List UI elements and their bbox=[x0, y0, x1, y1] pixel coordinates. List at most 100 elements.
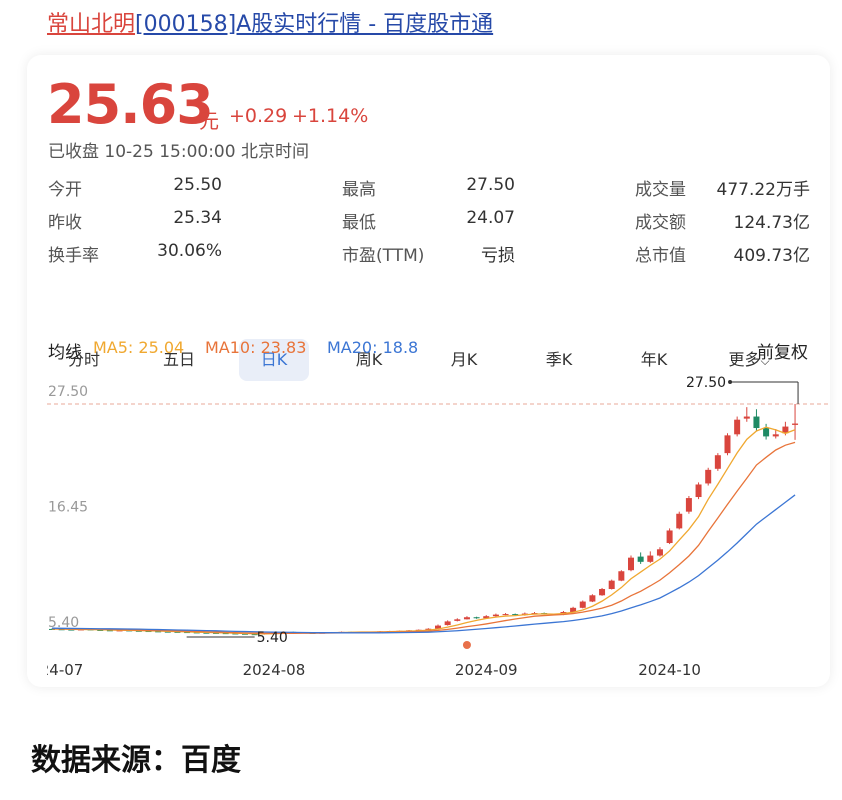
candle-body bbox=[579, 601, 586, 608]
stat-value: 30.06% bbox=[157, 241, 222, 261]
candle-body bbox=[628, 557, 634, 571]
unit: 元 bbox=[199, 109, 219, 133]
candle-body bbox=[676, 513, 683, 529]
event-dot bbox=[462, 641, 471, 649]
status: 已收盘 10-25 15:00:00 北京时间 bbox=[48, 142, 309, 162]
candle-body bbox=[502, 614, 509, 616]
candle-body bbox=[695, 484, 702, 498]
candle-body bbox=[463, 617, 470, 620]
stat-label: 昨收 bbox=[48, 213, 82, 233]
title-link[interactable]: [000158]A股实时行情 - 百度股市通 bbox=[135, 12, 494, 37]
tab[interactable]: 五日 bbox=[162, 350, 195, 369]
candle-body bbox=[251, 634, 258, 636]
tab[interactable]: 日K bbox=[239, 339, 309, 381]
x-tick-label: 2024-08 bbox=[243, 661, 306, 679]
stat-value: 124.73亿 bbox=[733, 213, 810, 233]
stat-label: 最高 bbox=[342, 180, 376, 200]
page-title: 常山北明[000158]A股实时行情 - 百度股市通 bbox=[47, 6, 493, 38]
candle-body bbox=[666, 530, 673, 544]
candle-body bbox=[213, 632, 220, 634]
legend-entry: MA5: 25.04 bbox=[93, 338, 185, 357]
max-dot bbox=[728, 380, 733, 384]
candle-body bbox=[792, 423, 799, 425]
stat-value: 25.50 bbox=[173, 175, 222, 195]
stat-label: 最低 bbox=[342, 213, 376, 233]
stat-value: 24.07 bbox=[466, 208, 515, 228]
change-pct: +1.14% bbox=[292, 105, 369, 127]
change: +0.29 bbox=[229, 105, 288, 127]
candle-body bbox=[570, 607, 577, 613]
candle-body bbox=[454, 619, 461, 621]
candle-body bbox=[242, 633, 248, 635]
candle-body bbox=[724, 435, 731, 454]
candle-body bbox=[753, 416, 760, 429]
stat-value: 409.73亿 bbox=[733, 246, 810, 266]
quote-card: 25.63 元 +0.29 +1.14% 已收盘 10-25 15:00:00 … bbox=[27, 55, 830, 687]
candle-body bbox=[618, 571, 625, 581]
candle-body bbox=[97, 629, 104, 631]
candle-body bbox=[705, 469, 712, 484]
candle-body bbox=[589, 595, 596, 602]
candle-body bbox=[473, 617, 480, 619]
stat-value: 亏损 bbox=[481, 246, 515, 266]
candle-body bbox=[155, 631, 162, 633]
candle-body bbox=[164, 631, 171, 633]
candle-body bbox=[656, 549, 663, 556]
candle-body bbox=[714, 455, 721, 469]
x-tick-label: 2024-10 bbox=[638, 661, 701, 679]
candle-body bbox=[492, 614, 499, 617]
candle-body bbox=[647, 555, 654, 562]
candle-body bbox=[512, 614, 519, 616]
candle-body bbox=[145, 631, 152, 633]
candle-body bbox=[637, 556, 644, 562]
candle-body bbox=[685, 498, 692, 512]
tab[interactable]: 季K bbox=[545, 350, 573, 369]
kline-chart: 27.50 16.45 5.40 2024-07 2024-08 2024-09 2024-… bbox=[47, 375, 830, 679]
stat-label: 成交量 bbox=[635, 180, 686, 200]
stat-value: 27.50 bbox=[466, 175, 515, 195]
candle-body bbox=[184, 632, 191, 634]
tab[interactable]: 分时 bbox=[67, 350, 100, 369]
candle-body bbox=[743, 416, 750, 419]
candle-body bbox=[608, 580, 615, 590]
candle-body bbox=[232, 633, 239, 635]
max-label: 27.50 bbox=[686, 375, 726, 391]
tab[interactable]: 年K bbox=[640, 350, 668, 369]
stat-label: 市盈(TTM) bbox=[342, 246, 425, 266]
tab[interactable]: 周K bbox=[355, 350, 383, 369]
candle-body bbox=[763, 428, 770, 437]
candle-body bbox=[782, 426, 789, 434]
candle-body bbox=[599, 589, 606, 596]
stat-label: 今开 bbox=[48, 180, 82, 200]
candle-body bbox=[174, 631, 181, 633]
candle-body bbox=[772, 434, 779, 437]
candle-body bbox=[203, 632, 210, 634]
ma-line bbox=[51, 441, 796, 634]
ma-title: 均线 bbox=[48, 343, 82, 363]
candle-body bbox=[483, 616, 490, 619]
legend-entry: MA20: 18.8 bbox=[327, 338, 419, 357]
adjust[interactable]: 前复权 bbox=[757, 343, 808, 363]
price: 25.63 bbox=[47, 73, 214, 136]
stat-label: 总市值 bbox=[635, 246, 686, 266]
candle-body bbox=[106, 630, 113, 632]
stat-label: 换手率 bbox=[48, 246, 99, 266]
y-tick-label: 16.45 bbox=[48, 500, 88, 516]
min-label: 5.40 bbox=[257, 630, 288, 646]
tab[interactable]: 月K bbox=[450, 350, 478, 369]
candle-body bbox=[734, 419, 741, 435]
y-tick-label: 27.50 bbox=[48, 384, 88, 400]
candle-body bbox=[193, 632, 200, 634]
stat-label: 成交额 bbox=[635, 213, 686, 233]
stat-value: 477.22万手 bbox=[716, 180, 810, 200]
stock-name-link[interactable]: 常山北明 bbox=[47, 12, 136, 37]
y-tick-label: 5.40 bbox=[48, 615, 79, 631]
candle-body bbox=[116, 630, 123, 632]
candle-body bbox=[435, 625, 441, 629]
legend-entry: MA10: 23.83 bbox=[205, 338, 307, 357]
candle-body bbox=[135, 630, 142, 632]
footer: 数据来源：百度 bbox=[31, 743, 241, 778]
candle-body bbox=[222, 633, 229, 635]
tab[interactable]: 更多⌵ bbox=[728, 350, 770, 369]
